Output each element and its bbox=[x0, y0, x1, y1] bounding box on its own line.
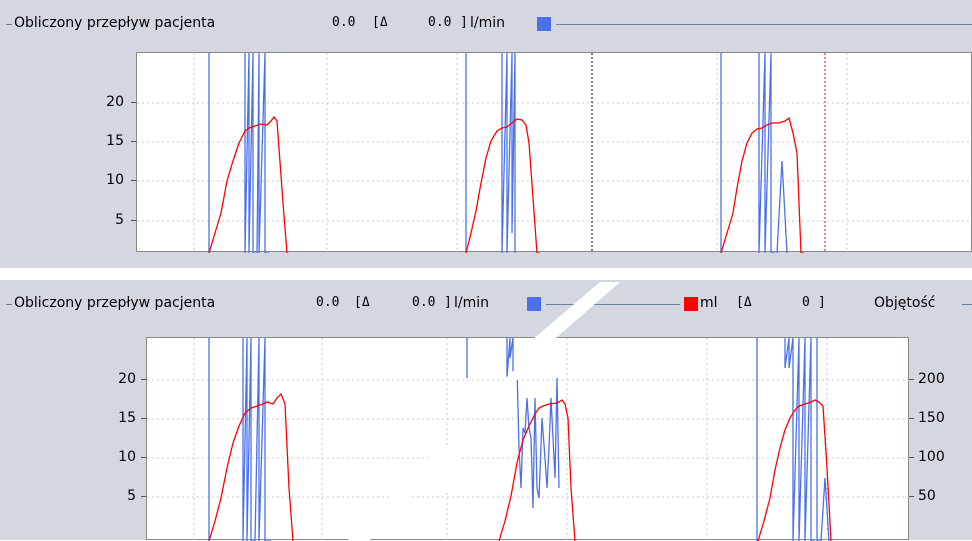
y2-tick-label: 200 bbox=[918, 371, 945, 387]
volume-delta-open: [Δ bbox=[736, 295, 752, 310]
chart-titlebar: Obliczony przepływ pacjenta 0.0 [Δ 0.0 ]… bbox=[0, 280, 972, 322]
flow-delta-value: 0.0 bbox=[412, 295, 436, 310]
y2-tick-label: 50 bbox=[918, 488, 936, 504]
y-tick-mark bbox=[131, 180, 136, 181]
y-tick-mark bbox=[141, 418, 146, 419]
titlebar-border-right bbox=[962, 304, 972, 305]
y-tick-mark bbox=[141, 496, 146, 497]
chart-titlebar: Obliczony przepływ pacjenta 0.0 [Δ 0.0 ]… bbox=[0, 0, 972, 42]
grid-lines bbox=[137, 53, 972, 253]
flow-legend-swatch[interactable] bbox=[527, 297, 541, 311]
y-tick-label: 10 bbox=[106, 172, 124, 188]
flow-plot-svg bbox=[137, 53, 972, 253]
delta-close: ] bbox=[460, 15, 468, 30]
y-tick-mark bbox=[131, 220, 136, 221]
y-tick-label: 15 bbox=[118, 410, 136, 426]
flow-value: 0.0 bbox=[332, 15, 356, 30]
flow-plot-area[interactable] bbox=[136, 52, 972, 253]
y2-tick-mark bbox=[909, 418, 914, 419]
flow-series-blue bbox=[208, 338, 830, 541]
flow-volume-plot-area[interactable] bbox=[146, 337, 910, 541]
chart-title: Obliczony przepływ pacjenta bbox=[14, 295, 216, 311]
titlebar-border-mid bbox=[546, 304, 680, 305]
y2-tick-mark bbox=[909, 496, 914, 497]
delta-open: [Δ bbox=[354, 295, 370, 310]
delta-close: ] bbox=[444, 295, 452, 310]
flow-unit: l/min bbox=[454, 295, 490, 311]
titlebar-border-left bbox=[6, 304, 12, 305]
titlebar-border-right bbox=[556, 24, 972, 25]
delta-open: [Δ bbox=[372, 15, 388, 30]
y-tick-label: 20 bbox=[118, 371, 136, 387]
y-tick-label: 5 bbox=[127, 488, 136, 504]
volume-legend-swatch[interactable] bbox=[684, 297, 698, 311]
y2-tick-mark bbox=[909, 457, 914, 458]
flow-series-blue bbox=[208, 53, 788, 253]
volume-delta-value: 0 bbox=[802, 295, 810, 310]
volume-axis-title: Objętość bbox=[874, 295, 936, 311]
y-tick-label: 15 bbox=[106, 133, 124, 149]
y-tick-label: 10 bbox=[118, 449, 136, 465]
flow-volume-plot-svg bbox=[147, 338, 910, 541]
flow-delta-value: 0.0 bbox=[428, 15, 452, 30]
volume-unit: ml bbox=[700, 295, 718, 311]
volume-series-red bbox=[208, 115, 804, 253]
y-tick-label: 5 bbox=[115, 212, 124, 228]
panel-separator bbox=[0, 268, 972, 280]
flow-value: 0.0 bbox=[316, 295, 340, 310]
y-tick-mark bbox=[131, 141, 136, 142]
flow-legend-swatch[interactable] bbox=[537, 17, 551, 31]
y-tick-mark bbox=[141, 457, 146, 458]
y2-tick-label: 100 bbox=[918, 449, 945, 465]
y2-tick-mark bbox=[909, 379, 914, 380]
volume-series-red bbox=[208, 392, 832, 541]
chart-title: Obliczony przepływ pacjenta bbox=[14, 15, 216, 31]
titlebar-border-left bbox=[6, 24, 12, 25]
y-tick-mark bbox=[131, 102, 136, 103]
volume-delta-close: ] bbox=[818, 295, 826, 310]
y-tick-label: 20 bbox=[106, 94, 124, 110]
y2-tick-label: 150 bbox=[918, 410, 945, 426]
flow-unit: l/min bbox=[470, 15, 506, 31]
y-tick-mark bbox=[141, 379, 146, 380]
flow-chart-panel-top: Obliczony przepływ pacjenta 0.0 [Δ 0.0 ]… bbox=[0, 0, 972, 268]
